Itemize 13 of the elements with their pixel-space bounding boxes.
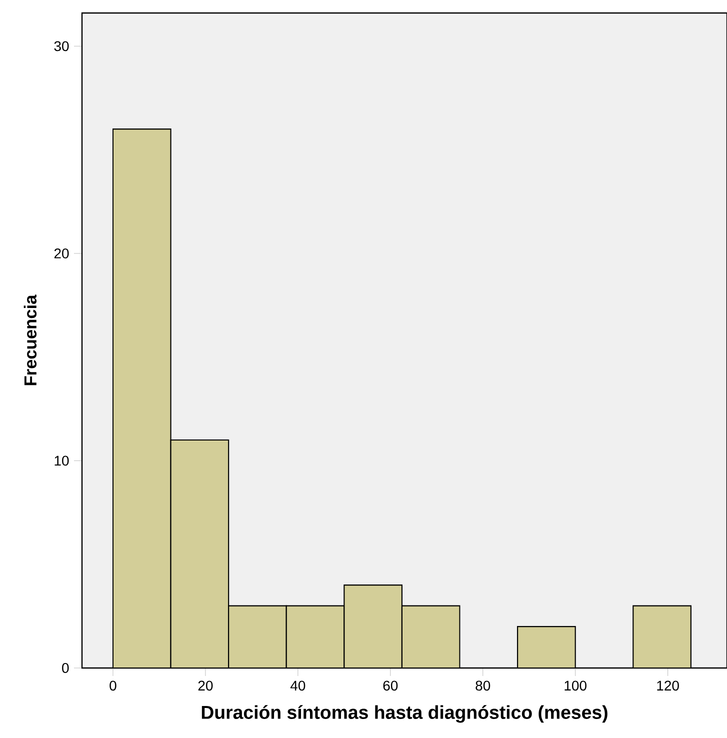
- x-tick-label: 60: [383, 680, 398, 691]
- y-axis-title: Frecuencia: [24, 294, 37, 386]
- x-tick-label: 0: [110, 680, 116, 691]
- y-tick-label: 0: [62, 663, 69, 673]
- x-tick-label: 100: [564, 680, 586, 691]
- x-axis-title: Duración síntomas hasta diagnóstico (meses): [202, 705, 608, 723]
- y-tick-label: 10: [54, 456, 69, 466]
- x-tick-label: 40: [290, 680, 306, 691]
- x-tick-label: 20: [198, 680, 213, 691]
- x-tick-label: 80: [476, 680, 490, 691]
- y-tick-label: 20: [54, 248, 69, 258]
- y-tick-label: 30: [54, 41, 69, 52]
- x-tick-label: 120: [657, 680, 679, 691]
